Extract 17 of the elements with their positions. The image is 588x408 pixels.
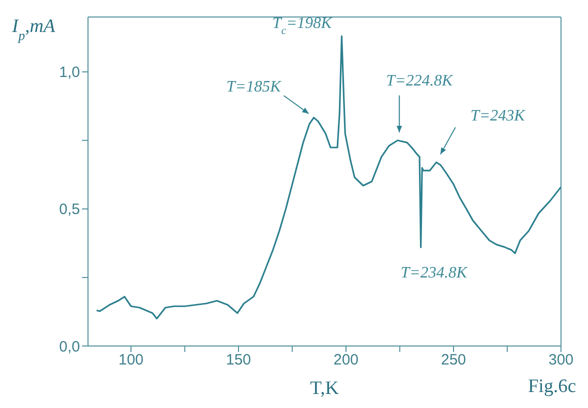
annotation: T=234.8K bbox=[400, 264, 468, 282]
annotation: T$_{c}$=198K bbox=[272, 15, 334, 38]
x-tick-label: 200 bbox=[333, 352, 359, 369]
annotation: T=243K bbox=[470, 107, 526, 124]
y-axis-title: I$_{p}$,mA bbox=[11, 16, 56, 42]
annotation: T=185K bbox=[226, 78, 282, 96]
line-series bbox=[96, 35, 561, 320]
x-tick-label: 250 bbox=[440, 352, 466, 369]
y-tick-label: 1,0 bbox=[59, 64, 80, 82]
x-tick-label: 300 bbox=[548, 352, 574, 369]
x-axis-title: T,K bbox=[310, 378, 340, 399]
y-tick-label: 0,0 bbox=[59, 338, 80, 356]
y-tick-label: 0,5 bbox=[59, 201, 80, 218]
annotation: T=224.8K bbox=[386, 72, 454, 90]
caption: Fig.6c bbox=[528, 376, 576, 397]
x-tick-label: 150 bbox=[226, 352, 252, 369]
x-tick-label: 100 bbox=[118, 352, 144, 369]
